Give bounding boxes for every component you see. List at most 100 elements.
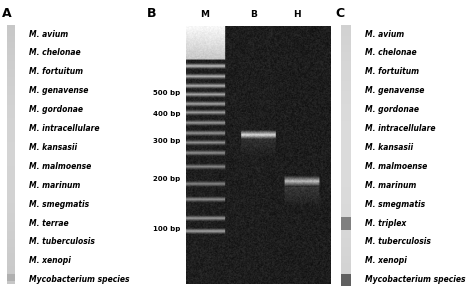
Bar — [341, 82, 351, 83]
Text: M. malmoense: M. malmoense — [29, 162, 91, 171]
Bar — [7, 197, 15, 199]
Bar — [341, 89, 351, 90]
Bar — [7, 155, 15, 156]
Bar — [341, 274, 351, 275]
Text: M. marinum: M. marinum — [29, 181, 80, 190]
Bar — [341, 148, 351, 149]
Bar — [341, 258, 351, 260]
Bar — [7, 129, 15, 130]
Text: B: B — [146, 7, 156, 20]
Bar — [341, 99, 351, 100]
Bar — [341, 104, 351, 105]
Bar — [7, 108, 15, 109]
Bar — [7, 25, 15, 26]
Text: M. genavense: M. genavense — [29, 86, 88, 95]
Bar — [7, 139, 15, 140]
Bar — [341, 126, 351, 128]
Text: M. chelonae: M. chelonae — [29, 49, 81, 57]
Bar — [7, 81, 15, 82]
Bar — [341, 117, 351, 118]
Bar — [341, 200, 351, 201]
Bar — [7, 55, 15, 56]
Bar — [7, 212, 15, 213]
Bar — [7, 254, 15, 256]
Bar — [341, 116, 351, 117]
Bar — [341, 265, 351, 266]
Bar — [7, 99, 15, 100]
Bar — [7, 265, 15, 266]
Bar — [341, 37, 351, 38]
Bar — [7, 266, 15, 267]
Bar — [341, 38, 351, 39]
Bar — [341, 28, 351, 29]
Bar — [341, 115, 351, 116]
Bar — [7, 128, 15, 129]
Bar — [341, 244, 351, 245]
Bar — [7, 204, 15, 205]
Bar — [341, 57, 351, 59]
Bar — [7, 208, 15, 209]
Bar — [341, 240, 351, 242]
Bar — [7, 100, 15, 102]
Bar — [7, 117, 15, 118]
Text: 500 bp: 500 bp — [154, 90, 181, 96]
Bar — [7, 61, 15, 63]
Bar — [7, 160, 15, 161]
Bar — [341, 113, 351, 115]
Bar — [7, 68, 15, 69]
Bar — [341, 280, 351, 281]
Bar — [341, 174, 351, 175]
Bar — [7, 163, 15, 164]
Bar — [341, 199, 351, 200]
Bar — [7, 115, 15, 116]
Bar — [7, 104, 15, 105]
Bar — [7, 136, 15, 138]
Bar — [341, 152, 351, 153]
Bar — [7, 232, 15, 234]
Text: 400 bp: 400 bp — [153, 111, 181, 117]
Bar — [7, 164, 15, 165]
Bar — [7, 33, 15, 34]
Bar — [7, 191, 15, 192]
Bar — [7, 56, 15, 57]
Bar — [341, 78, 351, 80]
Bar — [7, 275, 15, 276]
Bar — [341, 108, 351, 109]
Bar — [341, 107, 351, 108]
Bar — [341, 221, 351, 222]
Bar — [7, 45, 15, 46]
Bar — [341, 234, 351, 235]
Bar — [7, 190, 15, 191]
Bar — [7, 210, 15, 212]
Bar — [341, 118, 351, 120]
Bar — [341, 213, 351, 214]
Bar — [7, 168, 15, 169]
Bar — [341, 279, 351, 280]
Bar — [341, 160, 351, 161]
Bar — [7, 65, 15, 67]
Bar — [341, 41, 351, 42]
Text: M. terrae: M. terrae — [29, 218, 69, 228]
Text: A: A — [1, 7, 11, 20]
Bar — [341, 122, 351, 123]
Bar — [341, 256, 351, 257]
Bar — [341, 184, 351, 186]
Bar — [7, 37, 15, 38]
Bar — [7, 83, 15, 85]
Text: M. kansasii: M. kansasii — [29, 143, 77, 152]
Bar — [7, 153, 15, 155]
Text: 100 bp: 100 bp — [153, 226, 181, 232]
Bar — [341, 257, 351, 258]
Bar — [7, 205, 15, 207]
Bar — [341, 177, 351, 178]
Bar — [7, 274, 15, 281]
Bar — [7, 186, 15, 187]
Bar — [341, 76, 351, 77]
Bar — [341, 138, 351, 139]
Text: Mycobacterium species: Mycobacterium species — [365, 275, 465, 284]
Bar — [341, 125, 351, 126]
Bar — [7, 175, 15, 177]
Bar — [341, 243, 351, 244]
Text: Mycobacterium species: Mycobacterium species — [29, 275, 129, 284]
Bar — [341, 56, 351, 57]
